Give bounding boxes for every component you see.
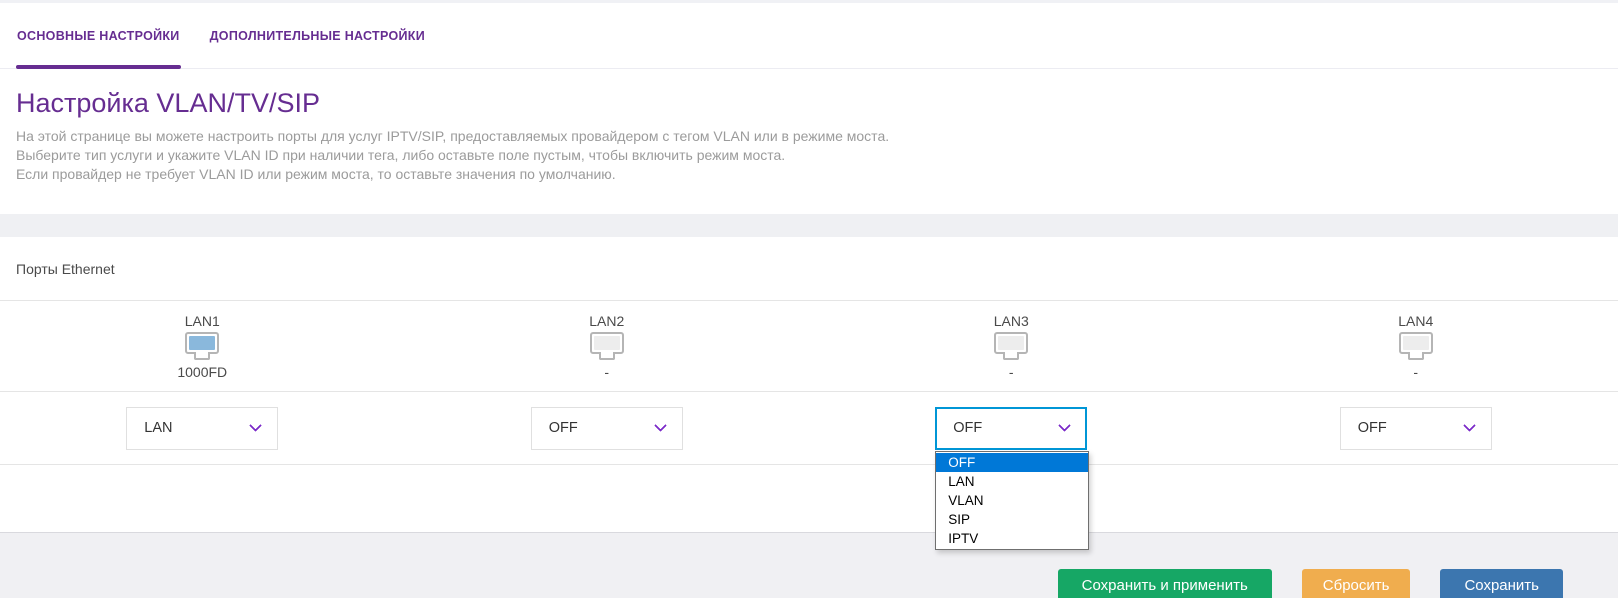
settings-tabbar: ОСНОВНЫЕ НАСТРОЙКИ ДОПОЛНИТЕЛЬНЫЕ НАСТРО… [0, 3, 1618, 69]
chevron-down-icon [653, 419, 667, 432]
tab-basic-settings[interactable]: ОСНОВНЫЕ НАСТРОЙКИ [16, 3, 181, 69]
port-lan2: LAN2 - [589, 313, 624, 380]
dropdown-option-sip[interactable]: SIP [948, 511, 971, 527]
action-footer: Сохранить и применить Сбросить Сохранить [0, 532, 1618, 598]
save-and-apply-button[interactable]: Сохранить и применить [1057, 569, 1272, 598]
port-lan4-status: - [1413, 363, 1419, 380]
port-lan2-status: - [604, 363, 610, 380]
port-lan2-name: LAN2 [589, 312, 625, 329]
page-description-line-1: На этой странице вы можете настроить пор… [16, 128, 890, 144]
page-intro: Настройка VLAN/TV/SIP На этой странице в… [0, 69, 1618, 184]
dropdown-option-iptv[interactable]: IPTV [948, 530, 979, 546]
empty-table-row [0, 465, 1618, 532]
ethernet-port-icon-lan1-active [185, 331, 220, 360]
tab-additional-settings[interactable]: ДОПОЛНИТЕЛЬНЫЕ НАСТРОЙКИ [209, 3, 426, 68]
port-status-row: LAN1 1000FD LAN2 - LAN3 - LAN4 [0, 301, 1618, 392]
port-mode-select-lan1[interactable]: LAN [126, 406, 279, 450]
port-lan1: LAN1 1000FD [177, 313, 227, 380]
port-lan4-name: LAN4 [1398, 312, 1434, 329]
port-lan4: LAN4 - [1398, 313, 1433, 380]
active-tab-indicator [16, 65, 181, 69]
chevron-down-icon [1462, 419, 1476, 432]
page-description-line-3: Если провайдер не требует VLAN ID или ре… [16, 166, 616, 182]
ethernet-port-icon-lan3-inactive [994, 331, 1029, 360]
port-lan3: LAN3 - [994, 313, 1029, 380]
select-value: OFF [1357, 420, 1387, 436]
port-mode-select-lan4[interactable]: OFF [1339, 406, 1492, 450]
select-value: LAN [144, 420, 173, 436]
chevron-down-icon [249, 419, 263, 432]
port-mode-select-lan3-open[interactable]: OFF [935, 406, 1088, 450]
page-title: Настройка VLAN/TV/SIP [16, 88, 320, 118]
page-description-line-2: Выберите тип услуги и укажите VLAN ID пр… [16, 147, 786, 163]
tab-basic-settings-label: ОСНОВНЫЕ НАСТРОЙКИ [17, 28, 180, 43]
dropdown-option-off[interactable]: OFF [936, 452, 1089, 472]
port-lan3-status: - [1008, 363, 1014, 380]
save-button[interactable]: Сохранить [1440, 569, 1563, 598]
port-mode-dropdown-list: OFF LAN VLAN SIP IPTV [935, 450, 1090, 550]
ethernet-port-icon-lan2-inactive [589, 331, 624, 360]
select-value: OFF [548, 420, 578, 436]
port-lan3-name: LAN3 [993, 312, 1029, 329]
ethernet-port-icon-lan4-inactive [1398, 331, 1433, 360]
ethernet-ports-section: Порты Ethernet LAN1 1000FD LAN2 - LAN3 [0, 237, 1618, 550]
select-value: OFF [953, 420, 983, 436]
port-lan1-name: LAN1 [184, 312, 220, 329]
ports-section-title: Порты Ethernet [0, 237, 1618, 301]
port-mode-row: LAN OFF OFF OFF LAN VLAN SIP IPTV [0, 392, 1618, 550]
section-divider-band [0, 214, 1618, 237]
tab-additional-settings-label: ДОПОЛНИТЕЛЬНЫЕ НАСТРОЙКИ [209, 28, 425, 43]
chevron-down-icon [1058, 419, 1072, 432]
page-top-strip [0, 0, 1618, 3]
dropdown-option-lan[interactable]: LAN [948, 473, 975, 489]
reset-button[interactable]: Сбросить [1301, 569, 1411, 598]
dropdown-option-vlan[interactable]: VLAN [948, 492, 984, 508]
port-mode-select-lan2[interactable]: OFF [530, 406, 683, 450]
port-lan1-status: 1000FD [177, 363, 228, 380]
